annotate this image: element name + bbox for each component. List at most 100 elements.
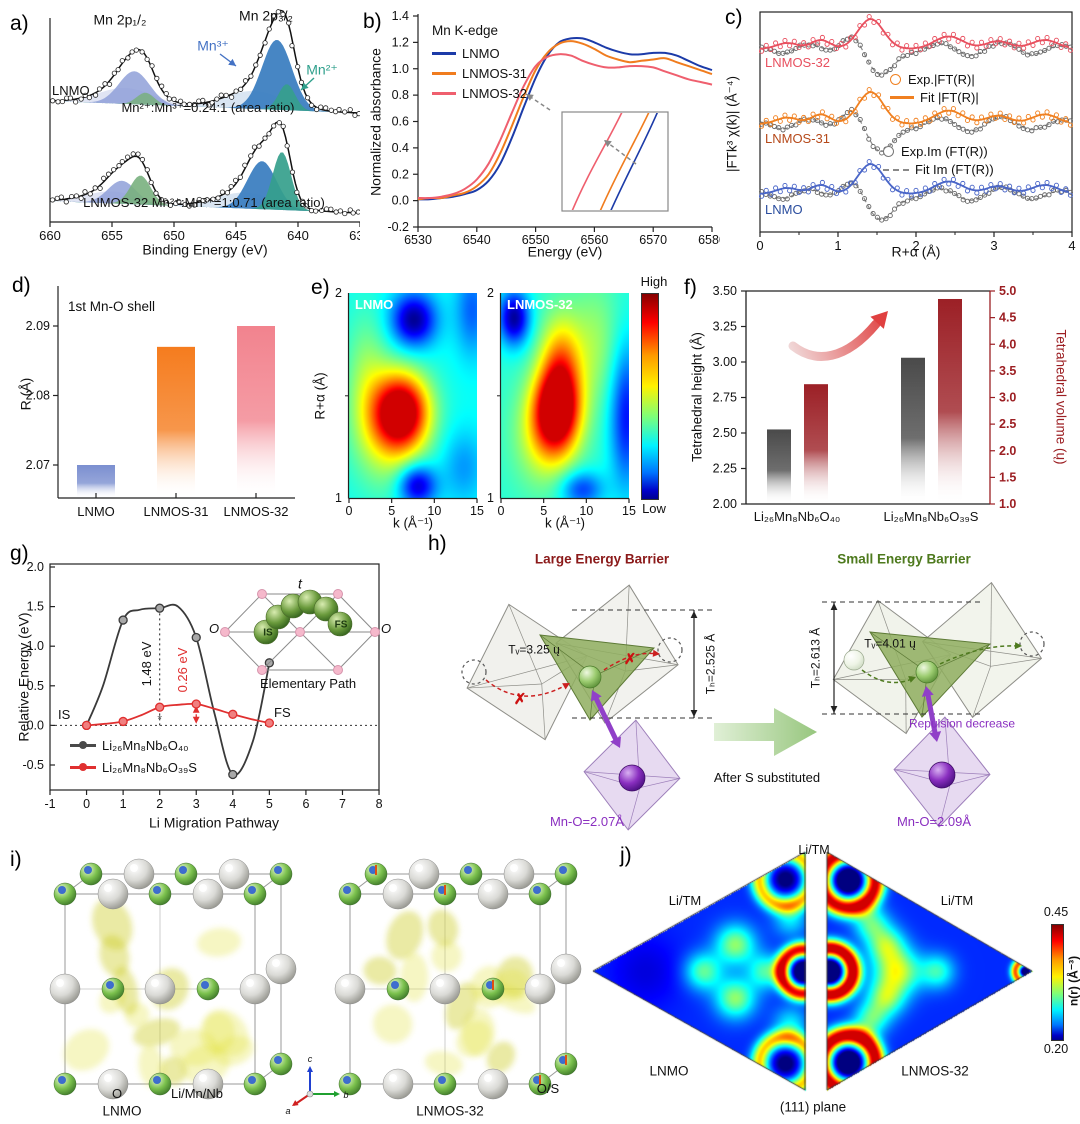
svg-text:1.5: 1.5 <box>999 470 1016 484</box>
fs-label: FS <box>274 705 291 720</box>
svg-text:*: * <box>157 712 162 726</box>
after-s-label: After S substituted <box>713 769 821 785</box>
exafs-xlabel: R+α (Å) <box>891 243 941 260</box>
label-ratio-top: Mn²⁺:Mn³⁺=0.24:1 (area ratio) <box>121 99 295 115</box>
is-label: IS <box>58 707 71 722</box>
svg-text:2: 2 <box>912 238 919 253</box>
inset-t-label: t <box>298 575 302 592</box>
structure-lnmos32-label: LNMOS-32 <box>416 1103 484 1119</box>
neb-ylabel: Relative Energy (eV) <box>15 612 32 742</box>
svg-text:1.0: 1.0 <box>999 497 1016 511</box>
xanes-plot: 6530 6540 6550 6560 6570 6580 -0.2 0.0 0.2 0.4 0.6… <box>387 9 720 247</box>
xanes-ylabel: Normalized absorbance <box>367 48 384 196</box>
panel-f-tetrahedral: 2.00 2.25 2.50 2.75 3.00 3.25 3.50 1.0 1.5 2.0 2.5… <box>678 266 1080 532</box>
panel-letter-g: g) <box>10 542 29 565</box>
svg-text:✗: ✗ <box>514 691 527 708</box>
inset-o-right: O <box>380 620 392 636</box>
trace-label-lnmos31: LNMOS-31 <box>765 131 831 146</box>
svg-text:6540: 6540 <box>463 233 491 247</box>
svg-text:1.2: 1.2 <box>392 35 409 49</box>
panel-letter-a: a) <box>10 12 29 35</box>
svg-text:1.4: 1.4 <box>392 9 409 23</box>
legend-lnmos31-label: LNMOS-31 <box>462 66 528 81</box>
legend-lnmo-label: LNMO <box>462 46 500 61</box>
g-black-swatch <box>70 741 96 749</box>
d-cat-lnmos32: LNMOS-32 <box>223 503 289 519</box>
wavelet-ylabel: R+α (Å) <box>312 372 328 420</box>
tv-right-label: Tᵥ=4.01 ų <box>864 636 916 651</box>
legend-g-black: Li₂₆Mn₈Nb₆O₄₀ <box>70 738 189 753</box>
inset-is-label: IS <box>263 627 273 639</box>
j-lnmo-label: LNMO <box>649 1063 689 1079</box>
panel-c-exafs: 0 1 2 3 4 c) LNMOS-32 LNMOS-31 LNMO Exp.|FT(… <box>720 4 1080 262</box>
large-barrier-title: Large Energy Barrier <box>534 551 670 567</box>
svg-text:-0.2: -0.2 <box>387 220 409 234</box>
svg-text:15: 15 <box>622 504 636 518</box>
svg-text:10: 10 <box>427 504 441 518</box>
svg-text:5: 5 <box>266 797 273 811</box>
panel-h-schematic: ✗ ✗ h) Large Energy Barrier Small Energy … <box>422 532 1080 844</box>
svg-text:6570: 6570 <box>639 233 667 247</box>
svg-text:2.50: 2.50 <box>713 426 737 440</box>
cb-axis-label: n(r) (Å⁻³) <box>1066 955 1080 1007</box>
wavelet-map-lnmo <box>349 293 477 498</box>
barrier-red-label: 0.26 eV <box>174 647 190 693</box>
xanes-xlabel: Energy (eV) <box>527 243 603 260</box>
g-red-swatch <box>70 763 96 771</box>
label-mn3plus: Mn³⁺ <box>197 37 229 54</box>
svg-text:0: 0 <box>346 504 353 518</box>
svg-text:4: 4 <box>1068 238 1075 253</box>
cb-max-label: 0.45 <box>1043 905 1069 920</box>
svg-text:5: 5 <box>388 504 395 518</box>
neb-plot: -1 0 1 2 3 4 5 6 7 8 2.0 1.5 1.0 0.5 0.0 -0.5 * <box>22 560 382 811</box>
exafs-plot: 0 1 2 3 4 <box>756 11 1076 253</box>
svg-text:6580: 6580 <box>698 233 720 247</box>
panel-g-neb: -1 0 1 2 3 4 5 6 7 8 2.0 1.5 1.0 0.5 0.0 -0.5 * g) Relat… <box>10 532 422 844</box>
label-mn2p12: Mn 2p₁/₂ <box>93 11 147 28</box>
panel-d-mno-shell: 2.07 2.08 2.09 d) 1st Mn-O shell R (Å) LNM… <box>10 266 302 532</box>
panel-letter-j: j) <box>620 844 632 867</box>
svg-text:0.0: 0.0 <box>392 194 409 208</box>
svg-text:1: 1 <box>487 491 494 505</box>
label-mn2plus: Mn²⁺ <box>306 61 338 78</box>
legend-exp-im: Exp.Im (FT(R)) <box>883 144 988 159</box>
trace-label-lnmos32: LNMOS-32 <box>765 55 831 70</box>
cb-min-label: 0.20 <box>1043 1042 1069 1057</box>
legend-limnnb-label: Li/Mn/Nb <box>170 1085 224 1101</box>
svg-text:2.00: 2.00 <box>713 497 737 511</box>
legend-fit-ft: Fit |FT(R)| <box>890 90 979 105</box>
f-cat-left: Li₂₆Mn₈Nb₆O₄₀ <box>753 508 841 524</box>
inset-fs-label: FS <box>334 619 348 631</box>
svg-text:4: 4 <box>229 797 236 811</box>
svg-text:1: 1 <box>120 797 127 811</box>
svg-text:2.5: 2.5 <box>999 417 1016 431</box>
exafs-ylabel: |FTk³ χ(k)| (Å⁻⁴) <box>724 75 740 173</box>
th-right-label: Tₕ=2.613 Å <box>808 627 823 689</box>
svg-text:2.07: 2.07 <box>26 458 50 472</box>
svg-text:6560: 6560 <box>580 233 608 247</box>
legend-o-label: O <box>111 1085 123 1101</box>
lnmos32-line-swatch <box>432 92 456 95</box>
litm-left-label: Li/TM <box>668 892 702 908</box>
structure-lnmo-label: LNMO <box>102 1103 142 1119</box>
legend-lnmo: LNMO <box>432 46 500 61</box>
d-cat-lnmo: LNMO <box>77 503 115 519</box>
svg-text:0.6: 0.6 <box>392 115 409 129</box>
panel-i-structures: c b a i) O Li/Mn/Nb LNMO O/S LNMOS-32 <box>10 844 610 1124</box>
svg-text:7: 7 <box>339 797 346 811</box>
xps-xlabel: Binding Energy (eV) <box>142 241 268 258</box>
exp-im-circle-swatch <box>883 146 894 157</box>
charge-density-map <box>585 844 1080 1123</box>
panel-letter-h: h) <box>428 532 447 555</box>
mno-bar-plot: 2.07 2.08 2.09 <box>26 286 295 499</box>
svg-text:1.5: 1.5 <box>27 600 44 614</box>
wavelet-map-lnmos32 <box>501 293 629 498</box>
svg-text:1.0: 1.0 <box>27 639 44 653</box>
legend-os-label: O/S <box>536 1080 560 1096</box>
svg-text:3: 3 <box>990 238 997 253</box>
panel-letter-f: f) <box>684 276 697 299</box>
panel-b-xanes: 6530 6540 6550 6560 6570 6580 -0.2 0.0 0.2 0.4 0.6… <box>360 4 720 262</box>
svg-text:1: 1 <box>335 491 342 505</box>
d-cat-lnmos31: LNMOS-31 <box>143 503 209 519</box>
